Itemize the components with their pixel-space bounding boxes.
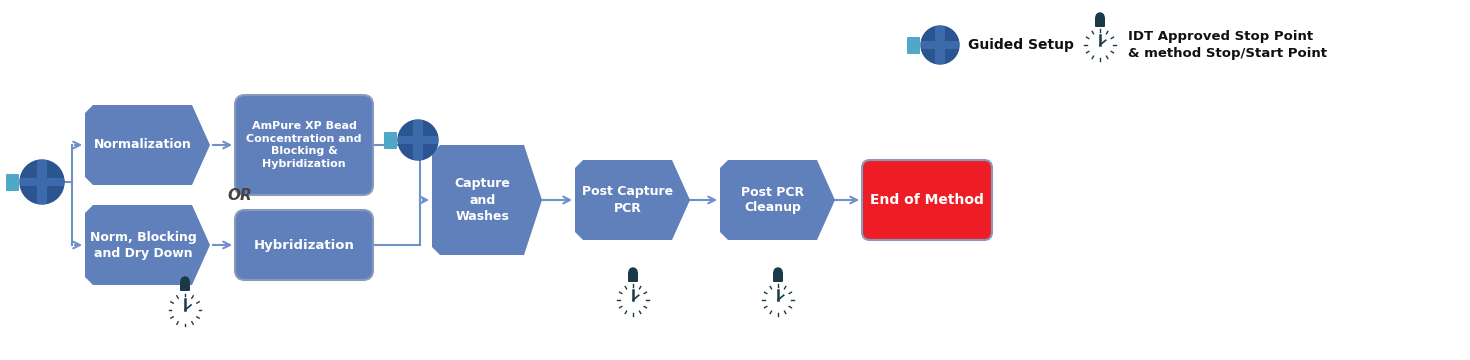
- FancyBboxPatch shape: [37, 160, 47, 204]
- Polygon shape: [432, 145, 542, 255]
- Circle shape: [1097, 13, 1104, 21]
- FancyBboxPatch shape: [384, 132, 397, 149]
- Text: Post Capture
PCR: Post Capture PCR: [582, 185, 673, 215]
- Text: AmPure XP Bead
Concentration and
Blocking &
Hybridization: AmPure XP Bead Concentration and Blockin…: [247, 121, 362, 168]
- FancyBboxPatch shape: [179, 281, 190, 291]
- FancyBboxPatch shape: [773, 272, 784, 282]
- Polygon shape: [720, 160, 835, 240]
- Circle shape: [629, 268, 637, 276]
- FancyBboxPatch shape: [935, 26, 945, 64]
- Polygon shape: [85, 205, 210, 285]
- Circle shape: [617, 284, 648, 316]
- Circle shape: [775, 268, 782, 276]
- Circle shape: [759, 281, 797, 319]
- Circle shape: [169, 294, 201, 327]
- Circle shape: [922, 26, 958, 64]
- Circle shape: [1085, 30, 1116, 60]
- Circle shape: [181, 277, 190, 285]
- FancyBboxPatch shape: [235, 210, 373, 280]
- Polygon shape: [85, 105, 210, 185]
- Text: Guided Setup: Guided Setup: [969, 38, 1075, 52]
- Text: Normalization: Normalization: [94, 139, 193, 152]
- Text: Capture
and
Washes: Capture and Washes: [454, 177, 510, 222]
- Circle shape: [1080, 26, 1119, 64]
- FancyBboxPatch shape: [907, 37, 920, 54]
- Text: Post PCR
Cleanup: Post PCR Cleanup: [741, 185, 804, 215]
- Text: Norm, Blocking
and Dry Down: Norm, Blocking and Dry Down: [90, 230, 197, 260]
- FancyBboxPatch shape: [413, 120, 423, 160]
- FancyBboxPatch shape: [922, 41, 958, 49]
- FancyBboxPatch shape: [235, 95, 373, 195]
- FancyBboxPatch shape: [21, 178, 65, 186]
- FancyBboxPatch shape: [861, 160, 992, 240]
- Circle shape: [398, 120, 438, 160]
- FancyBboxPatch shape: [1095, 17, 1105, 27]
- Polygon shape: [575, 160, 689, 240]
- Text: IDT Approved Stop Point
& method Stop/Start Point: IDT Approved Stop Point & method Stop/St…: [1127, 30, 1327, 60]
- Circle shape: [21, 160, 65, 204]
- Circle shape: [165, 290, 204, 330]
- FancyBboxPatch shape: [6, 174, 19, 191]
- Circle shape: [614, 281, 653, 319]
- FancyBboxPatch shape: [628, 272, 638, 282]
- Text: End of Method: End of Method: [870, 193, 983, 207]
- Text: Hybridization: Hybridization: [253, 238, 354, 252]
- FancyBboxPatch shape: [398, 136, 438, 144]
- Circle shape: [763, 284, 794, 316]
- Text: OR: OR: [228, 188, 253, 202]
